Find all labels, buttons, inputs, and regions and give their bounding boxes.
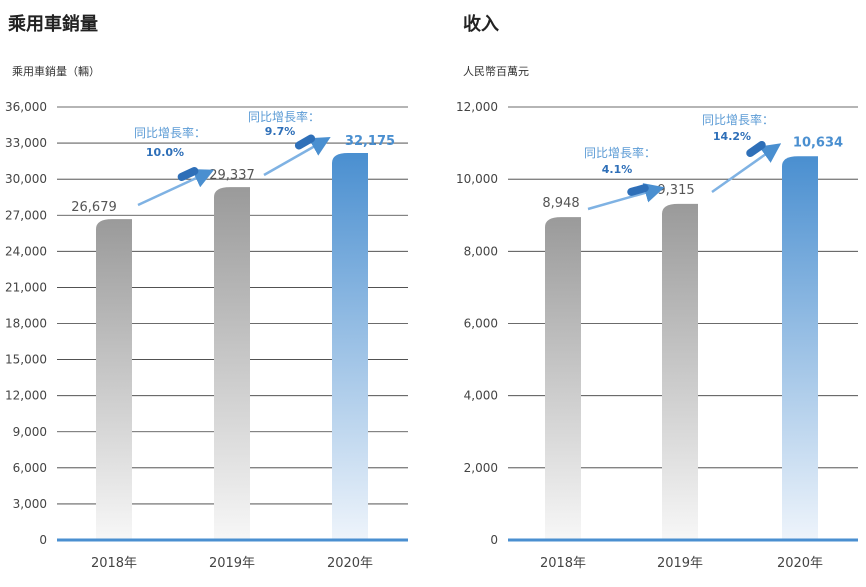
y-tick-label: 3,000	[13, 497, 47, 511]
growth-arrow-pill	[746, 140, 766, 158]
x-tick-label: 2020年	[777, 556, 823, 571]
growth-value: 14.2%	[713, 130, 751, 143]
growth-arrow	[263, 137, 331, 177]
data-label: 8,948	[542, 196, 579, 211]
x-tick-label: 2020年	[327, 556, 373, 571]
ylabel-sales: 乘用車銷量（輛）	[12, 65, 100, 78]
y-tick-label: 4,000	[464, 389, 498, 403]
chart-title-revenue: 收入	[463, 14, 499, 35]
growth-value: 4.1%	[602, 163, 633, 176]
bar	[782, 156, 818, 540]
growth-value: 9.7%	[265, 125, 296, 138]
bar	[332, 153, 368, 540]
y-tick-label: 12,000	[456, 100, 498, 114]
y-tick-label: 9,000	[13, 425, 47, 439]
y-tick-label: 12,000	[5, 389, 47, 403]
bar	[214, 187, 250, 540]
growth-arrow	[137, 169, 215, 207]
data-label: 9,315	[657, 183, 694, 198]
x-tick-label: 2018年	[540, 556, 586, 571]
growth-arrow-pill	[294, 134, 316, 150]
y-tick-label: 27,000	[5, 208, 47, 222]
ylabel-revenue: 人民幣百萬元	[463, 65, 529, 78]
growth-label: 同比增長率：	[134, 125, 206, 140]
growth-label: 同比增長率：	[584, 145, 656, 160]
data-label: 29,337	[209, 168, 255, 183]
y-tick-label: 33,000	[5, 136, 47, 150]
growth-label: 同比增長率：	[248, 109, 320, 124]
bar	[662, 203, 698, 541]
data-label: 32,175	[345, 134, 395, 149]
y-tick-label: 0	[490, 533, 498, 547]
y-tick-label: 2,000	[464, 461, 498, 475]
bar	[545, 217, 581, 540]
y-tick-label: 30,000	[5, 172, 47, 186]
y-tick-label: 8,000	[464, 244, 498, 258]
y-tick-label: 0	[39, 533, 47, 547]
y-tick-label: 10,000	[456, 172, 498, 186]
growth-arrow-pill	[177, 167, 199, 181]
y-tick-label: 6,000	[13, 461, 47, 475]
growth-arrow	[711, 143, 782, 194]
x-tick-label: 2019年	[657, 556, 703, 571]
y-tick-label: 15,000	[5, 353, 47, 367]
growth-arrow	[587, 183, 665, 211]
data-label: 10,634	[793, 135, 843, 150]
growth-value: 10.0%	[146, 146, 184, 159]
y-tick-label: 24,000	[5, 244, 47, 258]
growth-arrow-pill	[627, 184, 649, 196]
growth-label: 同比增長率：	[702, 112, 774, 127]
chart-title-sales: 乘用車銷量	[8, 14, 98, 35]
data-label: 26,679	[71, 200, 117, 215]
bar	[96, 219, 132, 541]
y-tick-label: 21,000	[5, 280, 47, 294]
x-tick-label: 2018年	[91, 556, 137, 571]
y-tick-label: 36,000	[5, 100, 47, 114]
x-tick-label: 2019年	[209, 556, 255, 571]
y-tick-label: 6,000	[464, 317, 498, 331]
y-tick-label: 18,000	[5, 317, 47, 331]
